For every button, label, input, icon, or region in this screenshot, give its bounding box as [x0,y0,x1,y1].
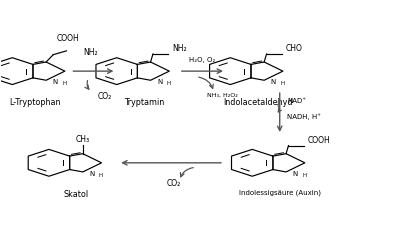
Text: H: H [302,173,306,178]
Text: NH₂: NH₂ [172,44,187,53]
Text: Indolessigsäure (Auxin): Indolessigsäure (Auxin) [239,190,321,196]
Text: H: H [99,173,103,178]
Text: N: N [271,79,276,85]
Text: H: H [62,81,66,86]
Text: H: H [167,81,171,86]
Text: NAD⁺: NAD⁺ [287,98,306,104]
Text: N: N [52,79,58,85]
Text: Skatol: Skatol [64,190,89,199]
Text: H₂O, O₂: H₂O, O₂ [189,57,216,63]
Text: N: N [89,171,94,177]
Text: CHO: CHO [286,44,302,53]
Text: CH₃: CH₃ [76,135,90,144]
Text: H: H [280,81,284,86]
Text: Indolacetaldehyd: Indolacetaldehyd [223,98,292,107]
Text: Tryptamin: Tryptamin [124,98,164,107]
Text: L-Tryptophan: L-Tryptophan [9,98,61,107]
Text: N: N [292,171,298,177]
Text: CO₂: CO₂ [167,179,181,188]
Text: CO₂: CO₂ [97,92,112,101]
Text: NH₂: NH₂ [83,48,98,57]
Text: COOH: COOH [308,135,330,144]
Text: NH₃, H₂O₂: NH₃, H₂O₂ [206,93,237,98]
Text: N: N [157,79,162,85]
Text: COOH: COOH [56,34,79,43]
Text: NADH, H⁺: NADH, H⁺ [287,114,321,120]
